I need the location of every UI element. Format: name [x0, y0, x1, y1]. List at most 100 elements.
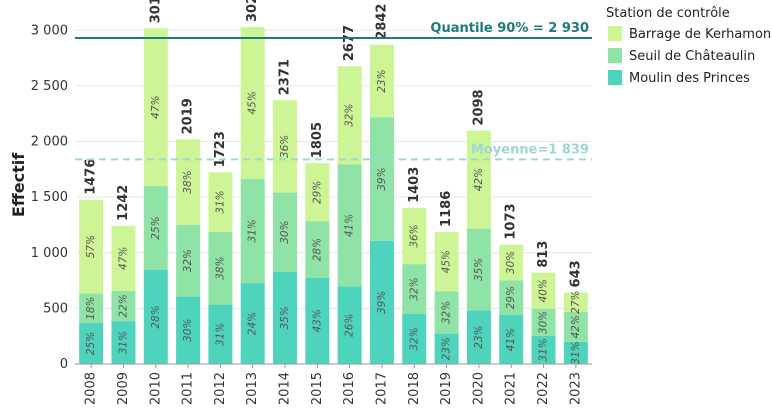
bar-segment — [563, 341, 588, 364]
percent-label: 31% — [570, 341, 582, 364]
percent-label: 42% — [570, 315, 582, 338]
percent-label: 28% — [150, 305, 162, 328]
legend-item-label: Seuil de Châteaulin — [629, 49, 755, 64]
percent-label: 41% — [344, 214, 356, 237]
percent-label: 27% — [570, 290, 582, 313]
x-tick-label: 2009 — [116, 372, 131, 405]
percent-label: 41% — [505, 328, 517, 351]
percent-label: 57% — [85, 235, 97, 258]
bar-segment — [531, 335, 556, 364]
bar-segment — [273, 192, 298, 272]
percent-label: 23% — [376, 69, 388, 92]
percent-label: 31% — [247, 219, 259, 242]
bar-stack-2015: 43% 28% 29% 1805 — [305, 122, 330, 364]
bar-segment — [402, 264, 427, 315]
percent-label: 35% — [279, 306, 291, 329]
legend: Station de contrôle Barrage de Kerhamon Se… — [606, 6, 771, 86]
bar-segment — [240, 283, 265, 364]
total-label: 643 — [568, 260, 583, 287]
percent-label: 28% — [311, 238, 323, 261]
bar-stack-2012: 31% 38% 31% 1723 — [208, 131, 233, 364]
x-tick-label: 2020 — [471, 372, 486, 405]
total-label: 1186 — [439, 191, 454, 227]
bar-stack-2020: 23% 35% 42% 2098 — [466, 89, 491, 364]
bar-segment — [273, 100, 298, 193]
x-tick-label: 2015 — [310, 372, 325, 405]
bar-stack-2018: 32% 32% 36% 1403 — [402, 167, 427, 364]
reference-line-label: Moyenne=1 839 — [471, 142, 589, 157]
percent-label: 32% — [408, 327, 420, 350]
total-label: 2019 — [181, 98, 196, 134]
percent-label: 31% — [214, 190, 226, 213]
percent-label: 38% — [182, 170, 194, 193]
bar-segment — [434, 291, 459, 334]
percent-label: 32% — [441, 301, 453, 324]
total-label: 3018 — [148, 0, 163, 23]
bar-segment — [434, 231, 459, 292]
bar-segment — [369, 44, 394, 118]
total-label: 3029 — [245, 0, 260, 22]
legend-swatch — [608, 48, 622, 63]
bar-segment — [369, 117, 394, 241]
x-tick-label: 2016 — [342, 372, 357, 405]
percent-label: 32% — [182, 249, 194, 272]
y-tick-label: 500 — [43, 301, 68, 316]
bar-segment — [337, 286, 362, 364]
bar-segment — [466, 228, 491, 311]
percent-label: 22% — [117, 294, 129, 317]
bar-segment — [208, 172, 233, 232]
bar-segment — [111, 321, 136, 364]
bar-segment — [337, 66, 362, 165]
percent-label: 18% — [85, 296, 97, 319]
percent-label: 39% — [376, 291, 388, 314]
bar-segment — [111, 290, 136, 322]
bar-stack-2010: 28% 25% 47% 3018 — [143, 0, 168, 364]
x-tick-label: 2021 — [504, 372, 519, 405]
percent-label: 24% — [247, 312, 259, 335]
percent-label: 47% — [117, 247, 129, 270]
y-axis-label: Effectif — [9, 152, 28, 217]
y-axis: 0 500 1 000 1 500 2 000 2 500 3 000 — [31, 23, 68, 372]
total-label: 2842 — [374, 4, 389, 40]
x-tick-label: 2022 — [536, 372, 551, 405]
total-label: 1476 — [84, 159, 99, 195]
percent-label: 30% — [279, 220, 291, 243]
bar-segment — [208, 304, 233, 364]
bar-stack-2013: 24% 31% 45% 3029 — [240, 0, 265, 364]
bar-segment — [111, 225, 136, 291]
bar-segment — [305, 277, 330, 364]
percent-label: 45% — [441, 250, 453, 273]
bar-segment — [176, 224, 201, 297]
bar-stack-2011: 30% 32% 38% 2019 — [176, 98, 201, 364]
x-tick-label: 2019 — [439, 372, 454, 405]
bar-segment — [305, 221, 330, 278]
bar-segment — [273, 271, 298, 364]
bar-stack-2019: 23% 32% 45% 1186 — [434, 191, 459, 364]
total-label: 1403 — [407, 167, 422, 203]
bar-segment — [208, 231, 233, 305]
y-tick-label: 1 500 — [31, 190, 68, 205]
bars: 25% 18% 57% 1476 31% 22% 47% 1242 28% 25% 47% 3018 3… — [79, 0, 588, 365]
percent-label: 36% — [408, 224, 420, 247]
percent-label: 30% — [538, 311, 550, 334]
percent-label: 32% — [344, 104, 356, 127]
bar-segment — [79, 322, 104, 364]
bar-segment — [337, 164, 362, 287]
bar-segment — [466, 310, 491, 364]
x-tick-label: 2013 — [245, 372, 260, 405]
legend-title: Station de contrôle — [606, 6, 730, 21]
percent-label: 38% — [214, 256, 226, 279]
bar-segment — [402, 207, 427, 265]
x-tick-label: 2018 — [407, 372, 422, 405]
legend-swatch — [608, 26, 622, 41]
percent-label: 47% — [150, 95, 162, 118]
bar-segment — [531, 308, 556, 336]
percent-label: 31% — [538, 338, 550, 361]
percent-label: 26% — [344, 314, 356, 337]
total-label: 1073 — [504, 203, 519, 239]
legend-swatch — [608, 70, 622, 85]
bar-segment — [143, 269, 168, 364]
bar-segment — [176, 139, 201, 225]
reference-lines: Quantile 90% = 2 930 Moyenne=1 839 — [75, 21, 592, 161]
